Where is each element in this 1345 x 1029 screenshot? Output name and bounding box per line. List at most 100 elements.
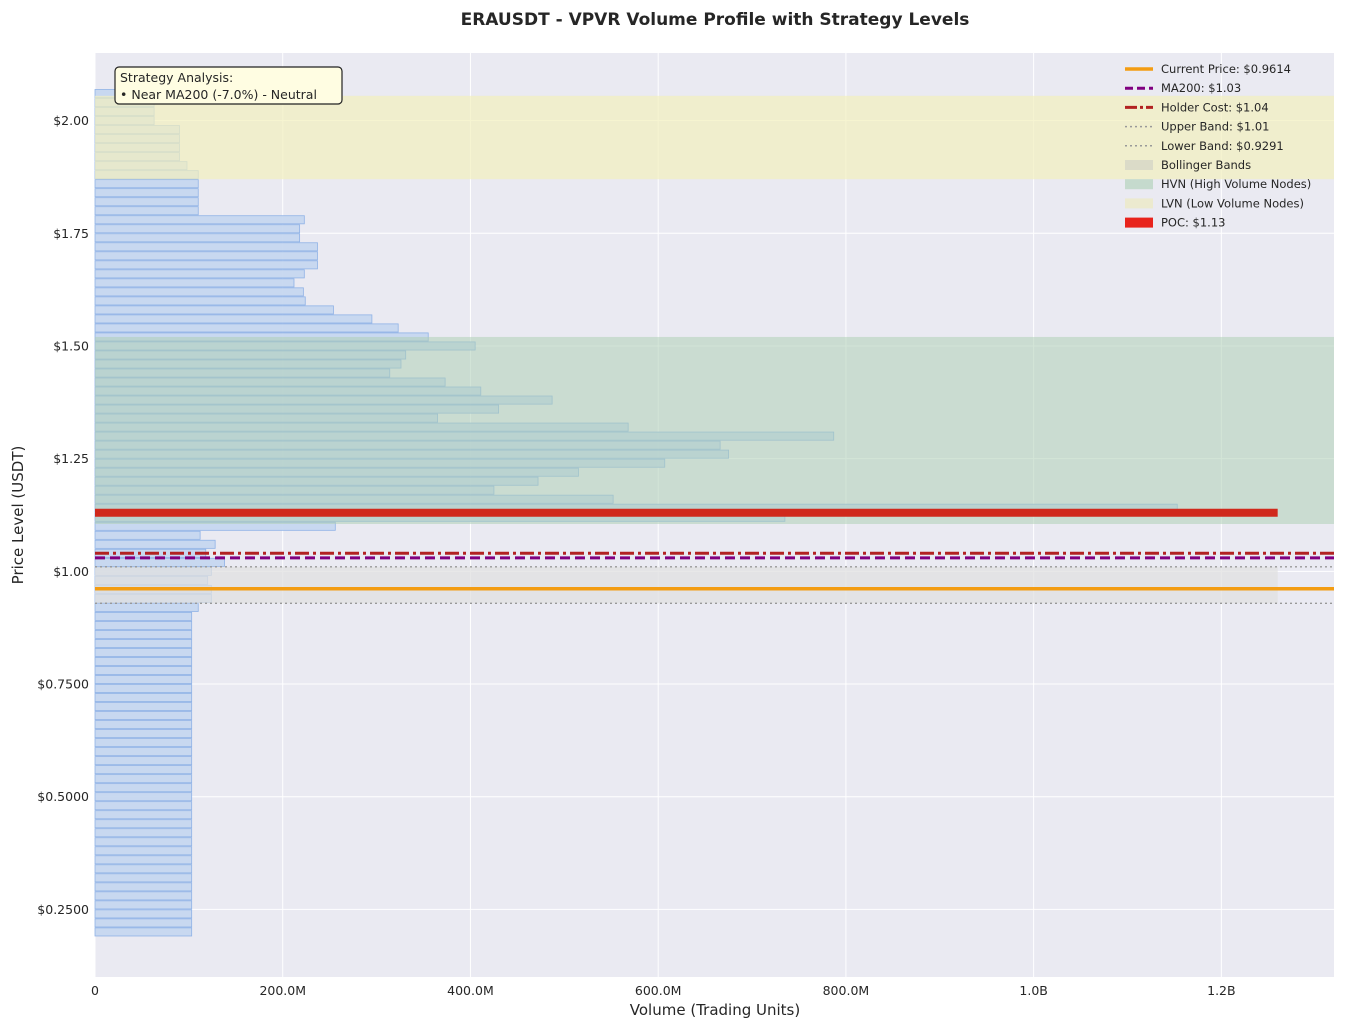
volume-bar [94, 765, 193, 775]
volume-bar [94, 864, 193, 874]
volume-bar [94, 278, 295, 288]
x-tick-label: 1.0B [1019, 983, 1047, 998]
volume-bar [94, 323, 399, 333]
volume-bar [94, 314, 373, 324]
volume-bar [94, 233, 301, 243]
annotation-box [114, 66, 343, 105]
volume-bar [94, 747, 193, 757]
legend-label: Current Price: $0.9614 [1161, 62, 1291, 76]
legend-swatch [1125, 217, 1153, 228]
x-tick-label: 0 [91, 983, 99, 998]
volume-bar [94, 873, 193, 883]
volume-bar [94, 711, 193, 721]
strategy-annotation: Strategy Analysis: • Near MA200 (-7.0%) … [114, 66, 343, 105]
volume-bar [94, 188, 199, 198]
y-tick-label: $2.00 [53, 113, 89, 128]
volume-bar [94, 657, 193, 666]
volume-bar [94, 287, 304, 297]
volume-bar [94, 756, 193, 766]
volume-bar [94, 179, 199, 189]
annotation-line: • Near MA200 (-7.0%) - Neutral [120, 87, 317, 102]
volume-bar [94, 684, 193, 693]
volume-bar [94, 206, 199, 216]
volume-bar [94, 918, 193, 928]
x-axis-label: Volume (Trading Units) [630, 1001, 800, 1019]
x-tick-label: 400.0M [447, 983, 494, 998]
legend-label: HVN (High Volume Nodes) [1161, 177, 1311, 191]
volume-bar [94, 251, 318, 261]
legend-label: Holder Cost: $1.04 [1161, 100, 1269, 114]
volume-bar [94, 702, 193, 712]
volume-bar [94, 909, 193, 919]
volume-bar [94, 693, 193, 703]
volume-bar [94, 828, 193, 838]
volume-bar [94, 197, 199, 207]
volume-bar [94, 639, 193, 648]
volume-bar [94, 242, 318, 252]
volume-bar [94, 296, 306, 306]
y-tick-label: $0.7500 [37, 677, 89, 692]
volume-bar [94, 305, 334, 315]
volume-bar [94, 224, 301, 234]
volume-bar [94, 927, 193, 937]
volume-bar [94, 792, 193, 802]
volume-bar [94, 539, 216, 549]
x-tick-label: 600.0M [635, 983, 682, 998]
legend-swatch [1125, 160, 1153, 170]
volume-bar [94, 675, 193, 684]
legend: Current Price: $0.9614 MA200: $1.03 Holder… [1125, 62, 1311, 230]
volume-bar [94, 729, 193, 739]
hvn-zone [95, 336, 1334, 525]
volume-bar [94, 819, 193, 829]
volume-bar [94, 783, 193, 793]
legend-swatch [1125, 179, 1153, 190]
volume-bar [94, 611, 193, 621]
volume-bar [94, 882, 193, 892]
y-tick-label: $1.00 [53, 564, 89, 579]
y-axis-label: Price Level (USDT) [9, 446, 27, 585]
volume-bar [94, 810, 193, 820]
legend-label: POC: $1.13 [1161, 216, 1225, 230]
volume-bar [94, 855, 193, 865]
volume-bar [94, 260, 318, 270]
y-tick-label: $1.25 [53, 451, 89, 466]
y-tick-label: $1.75 [53, 226, 89, 241]
volume-bar [94, 557, 225, 567]
volume-bar [94, 648, 193, 657]
volume-bar [94, 738, 193, 748]
price-levels [95, 508, 1334, 604]
y-tick-label: $1.50 [53, 338, 89, 353]
volume-bar [94, 666, 193, 675]
legend-label: Upper Band: $1.01 [1161, 120, 1269, 134]
x-tick-label: 1.2B [1207, 983, 1235, 998]
poc-bar [95, 508, 1278, 517]
legend-label: MA200: $1.03 [1161, 81, 1241, 95]
volume-bar [94, 620, 193, 630]
legend-swatch [1125, 198, 1153, 209]
legend-label: Lower Band: $0.9291 [1161, 139, 1284, 153]
legend-label: Bollinger Bands [1161, 158, 1251, 172]
volume-bar [94, 269, 305, 279]
volume-bar [94, 629, 193, 639]
chart-title: ERAUSDT - VPVR Volume Profile with Strat… [461, 10, 970, 30]
y-tick-label: $0.5000 [37, 789, 89, 804]
annotation-title: Strategy Analysis: [120, 70, 233, 85]
x-tick-label: 800.0M [823, 983, 870, 998]
volume-bar [94, 891, 193, 901]
volume-bar [94, 801, 193, 811]
y-tick-label: $0.2500 [37, 902, 89, 917]
volume-bar [94, 602, 199, 612]
volume-bar [94, 215, 305, 225]
volume-bar [94, 530, 201, 540]
volume-bar [94, 774, 193, 784]
legend-label: LVN (Low Volume Nodes) [1161, 196, 1304, 210]
volume-bar [94, 720, 193, 730]
volume-bar [94, 837, 193, 847]
x-tick-label: 200.0M [259, 983, 306, 998]
volume-bar [94, 846, 193, 856]
axis-ticks: 0 200.0M 400.0M 600.0M 800.0M 1.0B 1.2B $0.2500… [37, 113, 1235, 998]
volume-bar [94, 900, 193, 910]
bollinger-band-zone [95, 566, 1278, 604]
